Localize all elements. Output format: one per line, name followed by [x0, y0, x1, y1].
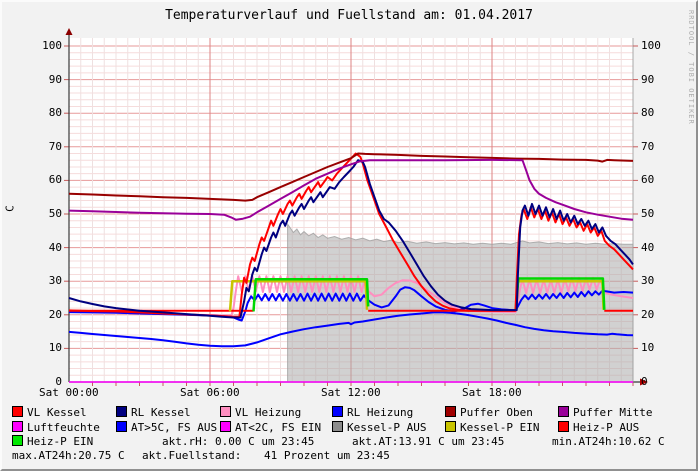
legend-item: RL Heizung — [332, 406, 414, 419]
legend-label: Kessel-P AUS — [347, 421, 427, 434]
legend-item: Kessel-P AUS — [332, 421, 427, 434]
x-tick-label: Sat 06:00 — [180, 386, 240, 399]
legend-color-swatch — [445, 406, 456, 417]
y-tick-label-right: 10 — [641, 341, 655, 355]
stat-text: 41 Prozent um 23:45 — [264, 449, 390, 462]
y-tick-label-left: 20 — [48, 307, 62, 321]
legend-label: Heiz-P EIN — [27, 435, 94, 448]
stat-text: min.AT24h:10.62 C — [552, 435, 665, 448]
series-puffer-oben — [68, 152, 634, 202]
legend-label: Kessel-P EIN — [460, 421, 540, 434]
legend-color-swatch — [558, 421, 569, 432]
y-tick-label-left: 0 — [55, 375, 62, 388]
y-tick-label-right: 100 — [641, 39, 661, 52]
legend-label: Heiz-P AUS — [573, 421, 640, 434]
legend-color-swatch — [116, 406, 127, 417]
legend-item: Heiz-P EIN — [12, 435, 94, 448]
legend-color-swatch — [116, 421, 127, 432]
y-tick-label-left: 10 — [48, 341, 62, 355]
legend-item: Luftfeuchte — [12, 421, 100, 434]
legend-item: Kessel-P EIN — [445, 421, 540, 434]
legend-item: Puffer Mitte — [558, 406, 653, 419]
legend-color-swatch — [332, 406, 343, 417]
y-tick-label-left: 70 — [48, 139, 62, 153]
y-tick-label-left: 50 — [48, 207, 62, 220]
stat-text: max.AT24h:20.75 C — [12, 449, 125, 462]
legend-label: VL Kessel — [27, 406, 87, 419]
y-tick-label-right: 40 — [641, 240, 655, 254]
x-tick-label: Sat 00:00 — [39, 386, 99, 399]
y-tick-label-left: 30 — [48, 274, 62, 288]
legend-color-swatch — [332, 421, 343, 432]
legend-color-swatch — [558, 406, 569, 417]
legend-label: AT>5C, FS AUS — [131, 421, 218, 434]
legend-label: RL Heizung — [347, 406, 414, 419]
legend-item: Heiz-P AUS — [558, 421, 640, 434]
series-rl-heizung — [68, 286, 634, 322]
stat-text: akt.rH: 0.00 C um 23:45 — [162, 435, 315, 448]
y-tick-label-right: 80 — [641, 106, 655, 120]
legend-color-swatch — [220, 421, 231, 432]
legend-label: VL Heizung — [235, 406, 302, 419]
y-tick-label-left: 90 — [48, 72, 62, 86]
legend-label: Luftfeuchte — [27, 421, 100, 434]
y-tick-label-right: 30 — [641, 274, 655, 288]
y-tick-label-left: 80 — [48, 106, 62, 120]
chart-canvas — [64, 28, 648, 386]
x-tick-label: Sat 18:00 — [462, 386, 522, 399]
y-tick-label-left: 100 — [42, 39, 62, 52]
legend-item: VL Heizung — [220, 406, 302, 419]
series-vl-kessel — [68, 152, 634, 318]
y-tick-label-right: 20 — [641, 307, 655, 321]
legend-item: AT<2C, FS EIN — [220, 421, 322, 434]
legend-label: RL Kessel — [131, 406, 191, 419]
legend-color-swatch — [12, 406, 23, 417]
legend-color-swatch — [445, 421, 456, 432]
series-kessel-p-aus — [287, 222, 634, 383]
y-tick-label-right: 50 — [641, 207, 655, 220]
legend-label: Puffer Oben — [460, 406, 533, 419]
legend-item: VL Kessel — [12, 406, 87, 419]
legend-label: Puffer Mitte — [573, 406, 653, 419]
legend-color-swatch — [220, 406, 231, 417]
series-kessel-p-ein — [228, 279, 369, 312]
y-tick-label-right: 0 — [641, 375, 648, 388]
y-tick-label-left: 60 — [48, 173, 62, 187]
y-tick-label-left: 40 — [48, 240, 62, 254]
series-puffer-mitte — [68, 158, 634, 221]
legend-item: Puffer Oben — [445, 406, 533, 419]
x-tick-label: Sat 12:00 — [321, 386, 381, 399]
y-tick-label-right: 70 — [641, 139, 655, 153]
legend-color-swatch — [12, 421, 23, 432]
chart-title: Temperaturverlauf und Fuellstand am: 01.… — [165, 8, 533, 23]
stat-text: akt.AT:13.91 C um 23:45 — [352, 435, 505, 448]
series-rl-kessel — [68, 159, 634, 319]
y-tick-label-right: 90 — [641, 72, 655, 86]
legend-item: RL Kessel — [116, 406, 191, 419]
legend-color-swatch — [12, 435, 23, 446]
plot-area: 0 0 10 10 20 20 30 30 40 40 50 50 60 60 70 70 80 80 90 90 10… — [2, 2, 696, 402]
series-at-5c-fs-aus — [68, 311, 634, 348]
stat-text: akt.Fuellstand: — [142, 449, 242, 462]
series-heiz-p-ein — [252, 277, 370, 312]
watermark: RRDTOOL / TOBI OETIKER — [687, 10, 695, 125]
legend-item: AT>5C, FS AUS — [116, 421, 218, 434]
y-tick-label-right: 60 — [641, 173, 655, 187]
legend-label: AT<2C, FS EIN — [235, 421, 322, 434]
